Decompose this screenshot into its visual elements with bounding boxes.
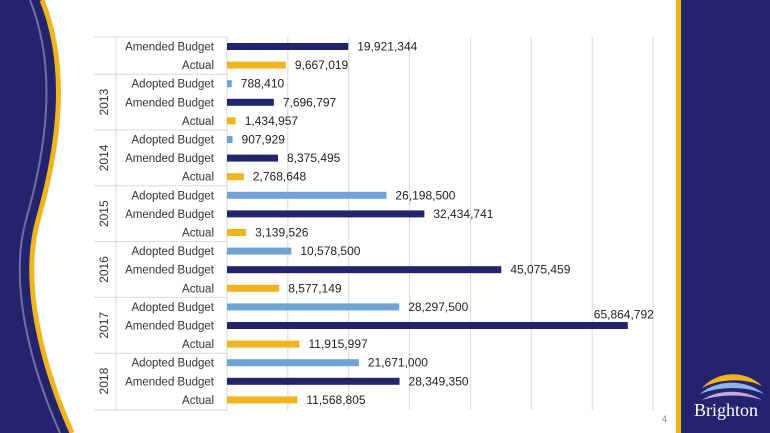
bar <box>227 191 387 199</box>
data-label: 21,671,000 <box>368 356 428 370</box>
data-label: 1,434,957 <box>245 114 299 128</box>
data-label: 10,578,500 <box>300 244 360 258</box>
data-label: 26,198,500 <box>395 188 455 202</box>
data-label: 7,696,797 <box>283 95 337 109</box>
category-label: Adopted Budget <box>132 246 215 258</box>
data-label: 28,297,500 <box>408 300 468 314</box>
bar <box>227 396 298 404</box>
category-label: Adopted Budget <box>132 79 215 91</box>
data-label: 9,667,019 <box>295 58 349 72</box>
data-label: 45,075,459 <box>510 263 570 277</box>
category-label: Amended Budget <box>125 209 215 221</box>
category-label: Actual <box>182 172 214 184</box>
bar <box>227 359 359 367</box>
bar <box>227 98 274 106</box>
year-label: 2014 <box>97 144 111 171</box>
data-label: 28,349,350 <box>409 374 469 388</box>
chart-labels: Amended Budget 19,921,344 Actual 9,667,019 A… <box>97 40 654 407</box>
data-label: 907,929 <box>242 133 286 147</box>
category-label: Amended Budget <box>125 265 215 277</box>
bar <box>227 229 247 236</box>
year-label: 2018 <box>97 367 111 394</box>
data-label: 32,434,741 <box>433 207 493 221</box>
category-label: Amended Budget <box>125 321 215 333</box>
category-label: Actual <box>182 116 214 128</box>
right-gold-stripe <box>676 0 681 433</box>
data-label: 65,864,792 <box>594 308 654 322</box>
bar <box>227 303 400 311</box>
category-label: Actual <box>182 395 214 407</box>
bar <box>227 322 628 329</box>
data-label: 2,768,648 <box>253 170 307 184</box>
bar <box>227 247 292 255</box>
chart-bars <box>227 43 628 404</box>
year-label: 2013 <box>97 88 111 115</box>
page-number: 4 <box>662 414 668 424</box>
bar <box>227 210 425 218</box>
bar <box>227 80 232 88</box>
brighton-logo-text: Brighton <box>694 400 759 420</box>
category-label: Adopted Budget <box>132 358 215 370</box>
bar <box>227 117 236 125</box>
category-label: Adopted Budget <box>132 135 215 147</box>
data-label: 8,375,495 <box>287 151 341 165</box>
data-label: 788,410 <box>241 77 285 91</box>
bar <box>227 284 280 292</box>
category-label: Amended Budget <box>125 153 215 165</box>
bar <box>227 340 300 348</box>
category-label: Actual <box>182 228 214 240</box>
bar <box>227 266 502 274</box>
right-brand-panel <box>676 0 770 433</box>
category-label: Actual <box>182 339 214 351</box>
bar <box>227 377 400 385</box>
bar <box>227 173 244 181</box>
category-label: Amended Budget <box>125 376 215 388</box>
bar <box>227 136 233 143</box>
brighton-logo-mark <box>700 374 764 400</box>
data-label: 19,921,344 <box>357 40 417 54</box>
year-label: 2016 <box>97 256 111 283</box>
chart-gridlines <box>226 37 654 410</box>
data-label: 11,568,805 <box>306 393 365 407</box>
category-label: Adopted Budget <box>132 190 215 202</box>
data-label: 11,915,997 <box>309 337 368 351</box>
budget-bar-chart: Amended Budget 19,921,344 Actual 9,667,019 A… <box>94 36 654 411</box>
category-label: Amended Budget <box>125 42 215 54</box>
category-label: Actual <box>182 60 214 72</box>
category-label: Adopted Budget <box>132 302 215 314</box>
data-label: 3,139,526 <box>255 226 309 240</box>
category-label: Amended Budget <box>125 97 215 109</box>
bar <box>227 61 286 69</box>
chart-category-frame <box>94 36 227 411</box>
bar <box>227 43 349 50</box>
data-label: 8,577,149 <box>288 281 342 295</box>
category-label: Actual <box>182 283 214 295</box>
bar <box>227 154 278 162</box>
left-swoosh-decoration <box>0 0 75 433</box>
year-label: 2015 <box>97 200 111 227</box>
year-label: 2017 <box>97 312 111 339</box>
